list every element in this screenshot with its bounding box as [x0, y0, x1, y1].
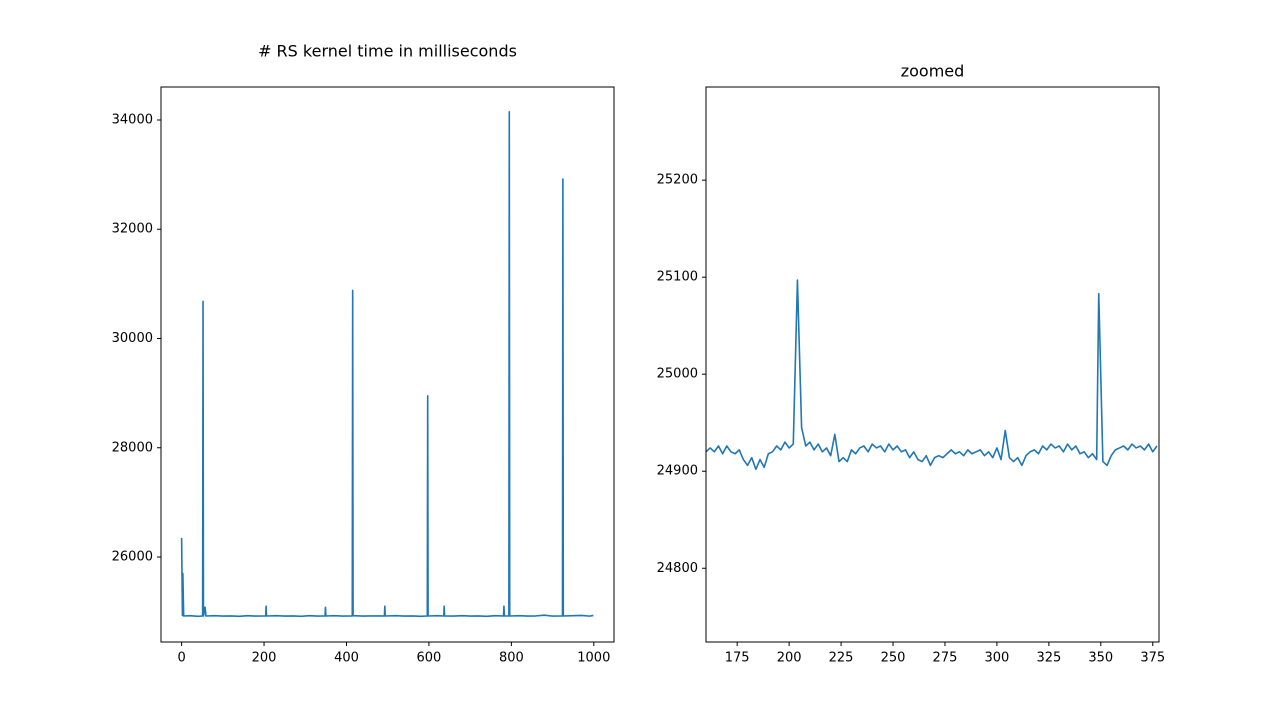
x-tick-label: 200 — [252, 651, 277, 666]
subplot: # RS kernel time in milliseconds 0 200 400 6… — [112, 42, 615, 666]
x-tick-label: 1000 — [577, 651, 610, 666]
x-tick-label: 200 — [777, 651, 802, 666]
x-tick-label: 300 — [985, 651, 1010, 666]
y-tick-label: 30000 — [112, 331, 153, 346]
y-tick-label: 34000 — [112, 112, 153, 127]
y-tick-label: 24900 — [657, 464, 698, 479]
subplot: zoomed 175 200 225 250 275 300 325 350 375 24800 24… — [657, 62, 1166, 666]
x-tick-label: 0 — [177, 651, 185, 666]
y-tick-label: 25000 — [657, 367, 698, 382]
x-tick-label: 375 — [1140, 651, 1165, 666]
y-tick-label: 25100 — [657, 270, 698, 285]
x-tick-label: 275 — [933, 651, 958, 666]
chart-title: zoomed — [901, 62, 965, 81]
y-tick-label: 28000 — [112, 440, 153, 455]
x-tick-label: 325 — [1036, 651, 1061, 666]
y-tick-label: 26000 — [112, 550, 153, 565]
x-tick-label: 800 — [499, 651, 524, 666]
x-tick-label: 400 — [334, 651, 359, 666]
y-tick-label: 25200 — [657, 173, 698, 188]
y-tick-label: 32000 — [112, 222, 153, 237]
x-tick-label: 250 — [881, 651, 906, 666]
axes-frame — [160, 86, 615, 643]
data-line — [180, 111, 594, 618]
x-tick-label: 175 — [725, 651, 750, 666]
axes-frame — [705, 86, 1160, 643]
x-tick-label: 225 — [829, 651, 854, 666]
x-tick-label: 350 — [1088, 651, 1113, 666]
chart-title: # RS kernel time in milliseconds — [258, 42, 517, 61]
y-tick-label: 24800 — [657, 561, 698, 576]
x-tick-label: 600 — [417, 651, 442, 666]
data-line — [706, 279, 1158, 471]
